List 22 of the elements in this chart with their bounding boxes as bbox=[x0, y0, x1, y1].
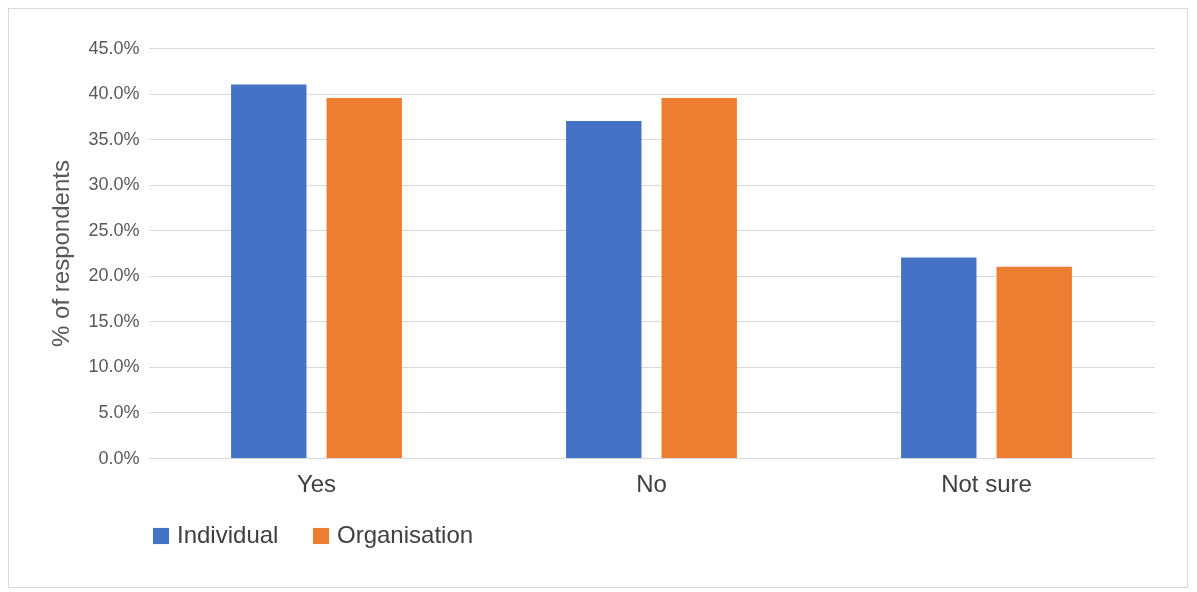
y-tick-label: 5.0% bbox=[98, 401, 140, 422]
legend-label: Organisation bbox=[337, 521, 474, 548]
bar bbox=[901, 257, 977, 458]
legend-label: Individual bbox=[177, 521, 279, 548]
bar bbox=[231, 84, 307, 458]
y-tick-label: 45.0% bbox=[88, 37, 140, 58]
y-tick-label: 0.0% bbox=[98, 447, 140, 468]
y-tick-label: 10.0% bbox=[88, 356, 140, 377]
bar bbox=[996, 266, 1072, 458]
y-tick-label: 40.0% bbox=[88, 83, 140, 104]
y-tick-label: 25.0% bbox=[88, 219, 140, 240]
x-tick-label: No bbox=[636, 469, 667, 497]
y-tick-label: 20.0% bbox=[88, 265, 140, 286]
x-tick-label: Not sure bbox=[941, 469, 1032, 497]
bar bbox=[566, 120, 642, 458]
y-tick-label: 15.0% bbox=[88, 310, 140, 331]
x-tick-label: Yes bbox=[296, 469, 337, 497]
y-tick-label: 30.0% bbox=[88, 174, 140, 195]
y-axis-title: % of respondents bbox=[47, 160, 75, 347]
bar bbox=[326, 98, 402, 458]
y-tick-label: 35.0% bbox=[88, 128, 140, 149]
bar bbox=[661, 98, 737, 458]
